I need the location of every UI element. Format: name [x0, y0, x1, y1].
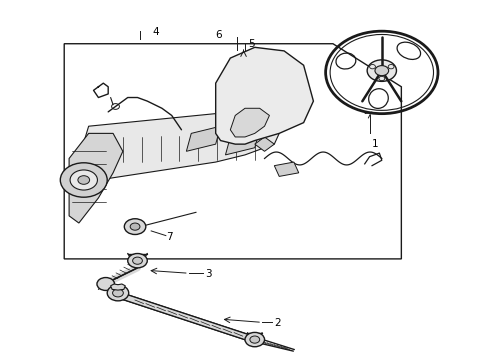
Circle shape: [124, 219, 146, 234]
Polygon shape: [274, 162, 299, 176]
Text: 5: 5: [248, 40, 255, 49]
Circle shape: [245, 332, 265, 347]
Circle shape: [367, 60, 396, 81]
Polygon shape: [230, 108, 270, 137]
Circle shape: [70, 170, 98, 190]
Circle shape: [128, 253, 147, 268]
Polygon shape: [186, 126, 220, 151]
Polygon shape: [216, 47, 314, 144]
Circle shape: [133, 257, 143, 264]
Text: 4: 4: [152, 27, 159, 37]
Circle shape: [78, 176, 90, 184]
Text: 6: 6: [216, 30, 222, 40]
Polygon shape: [225, 130, 260, 155]
Polygon shape: [111, 284, 125, 290]
Text: 2: 2: [274, 319, 281, 328]
Circle shape: [107, 285, 129, 301]
Circle shape: [130, 223, 140, 230]
Text: 7: 7: [166, 232, 172, 242]
Text: 3: 3: [205, 269, 212, 279]
Circle shape: [375, 66, 389, 76]
Polygon shape: [255, 137, 274, 151]
Polygon shape: [79, 108, 284, 180]
Circle shape: [250, 336, 260, 343]
Text: 1: 1: [372, 139, 379, 149]
Circle shape: [97, 278, 115, 291]
Circle shape: [113, 289, 123, 297]
Circle shape: [60, 163, 107, 197]
Polygon shape: [69, 134, 123, 223]
